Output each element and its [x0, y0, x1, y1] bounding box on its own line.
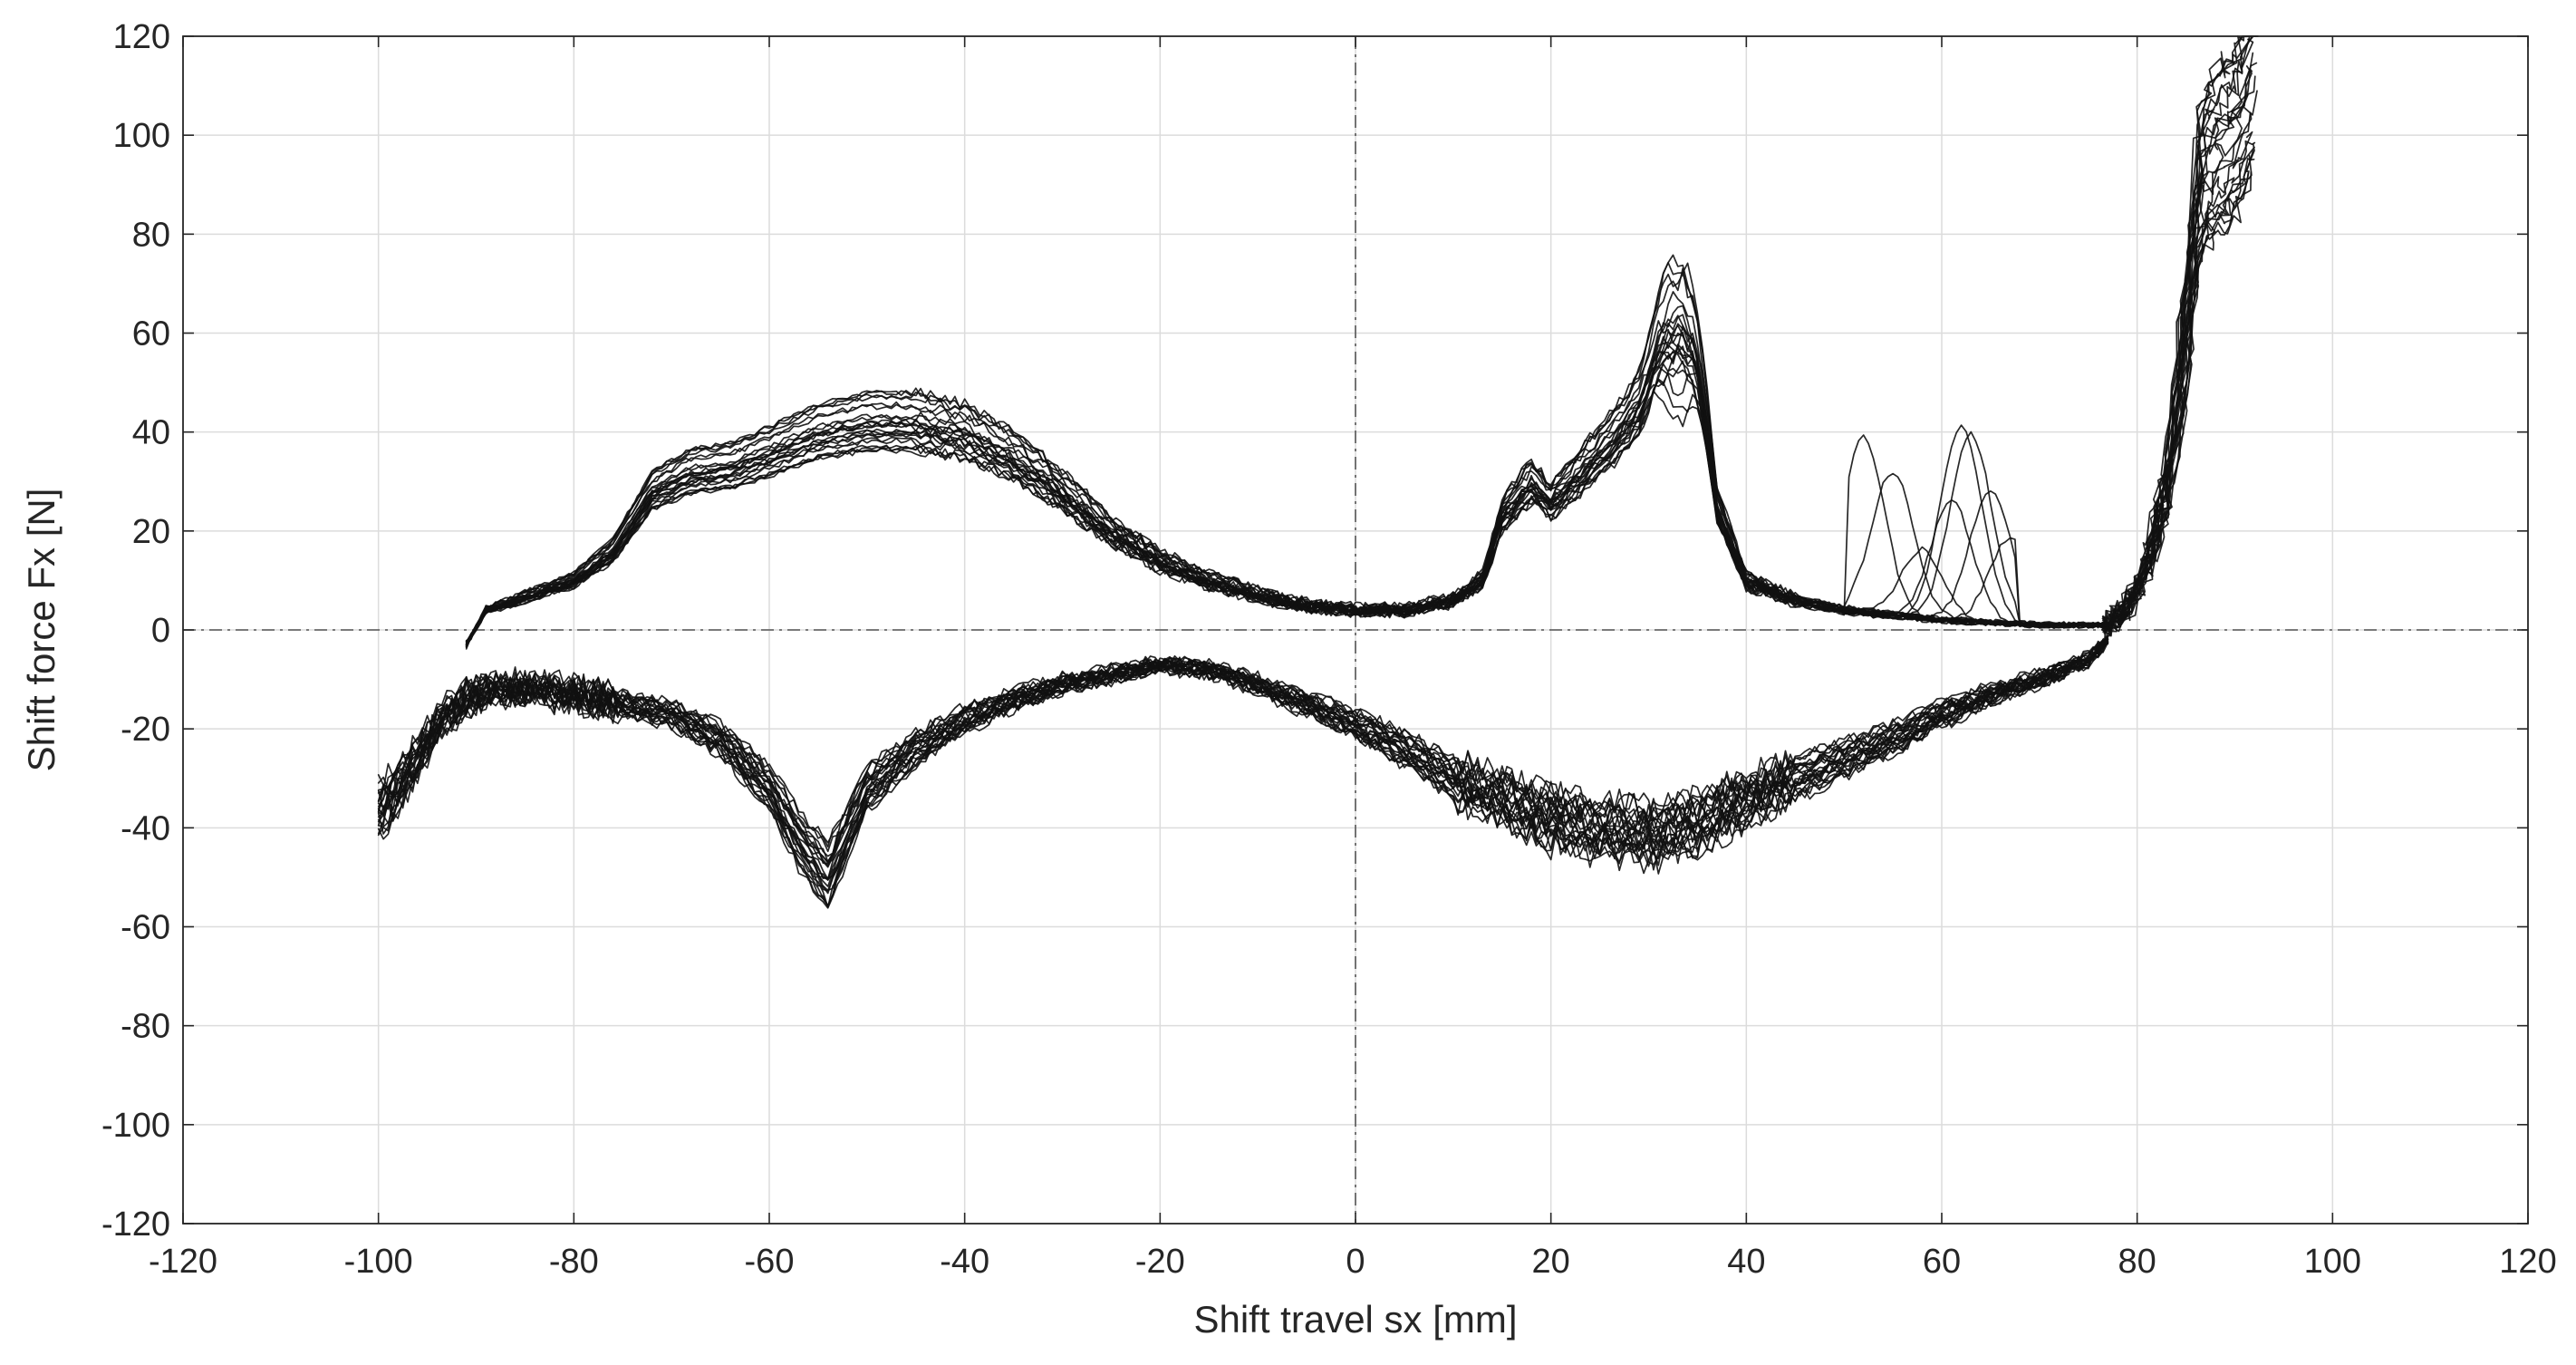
- y-tick-label: 80: [132, 216, 170, 254]
- y-tick-label: -80: [121, 1008, 170, 1046]
- y-tick-label: 0: [151, 612, 170, 650]
- lower-trace: [377, 640, 2109, 908]
- y-tick-label: 120: [113, 18, 170, 56]
- zero-reference-lines: [183, 36, 2528, 1224]
- x-tick-label: 80: [2118, 1243, 2156, 1281]
- y-tick-label: -100: [101, 1107, 170, 1145]
- x-tick-label: 20: [1532, 1243, 1570, 1281]
- x-tick-label: 60: [1923, 1243, 1961, 1281]
- lower-trace: [377, 643, 2109, 867]
- x-tick-label: -20: [1135, 1243, 1185, 1281]
- x-tick-label: -40: [940, 1243, 989, 1281]
- x-axis-label: Shift travel sx [mm]: [1193, 1298, 1517, 1341]
- x-tick-label: 0: [1346, 1243, 1365, 1281]
- x-tick-label: -100: [344, 1243, 413, 1281]
- lower-trace: [377, 635, 2109, 880]
- y-axis-ticks: -120 -100 -80 -60 -40 -20 0 20 40 60 80 100 120: [101, 18, 2528, 1244]
- x-tick-label: -80: [549, 1243, 599, 1281]
- y-tick-label: 40: [132, 414, 170, 452]
- y-axis-label: Shift force Fx [N]: [20, 489, 63, 772]
- lower-trace: [377, 639, 2109, 906]
- x-axis-ticks: -120 -100 -80 -60 -40 -20 0 20 40 60 80 100 120: [149, 36, 2557, 1281]
- y-tick-label: 60: [132, 315, 170, 353]
- upper-trace: [465, 158, 2255, 648]
- y-tick-label: -60: [121, 909, 170, 947]
- lower-trace: [377, 637, 2109, 892]
- upper-trace: [465, 111, 2253, 650]
- lower-trace: [377, 634, 2109, 909]
- x-tick-label: 40: [1727, 1243, 1765, 1281]
- x-tick-label: -120: [149, 1243, 217, 1281]
- y-tick-label: -40: [121, 809, 170, 847]
- y-tick-label: -20: [121, 711, 170, 749]
- y-tick-label: 20: [132, 513, 170, 551]
- y-tick-label: -120: [101, 1205, 170, 1244]
- x-tick-label: 120: [2499, 1243, 2556, 1281]
- x-tick-label: 100: [2304, 1243, 2361, 1281]
- lower-trace: [377, 638, 2109, 848]
- measurement-traces: [377, 35, 2259, 909]
- x-tick-label: -60: [745, 1243, 795, 1281]
- y-tick-label: 100: [113, 117, 170, 155]
